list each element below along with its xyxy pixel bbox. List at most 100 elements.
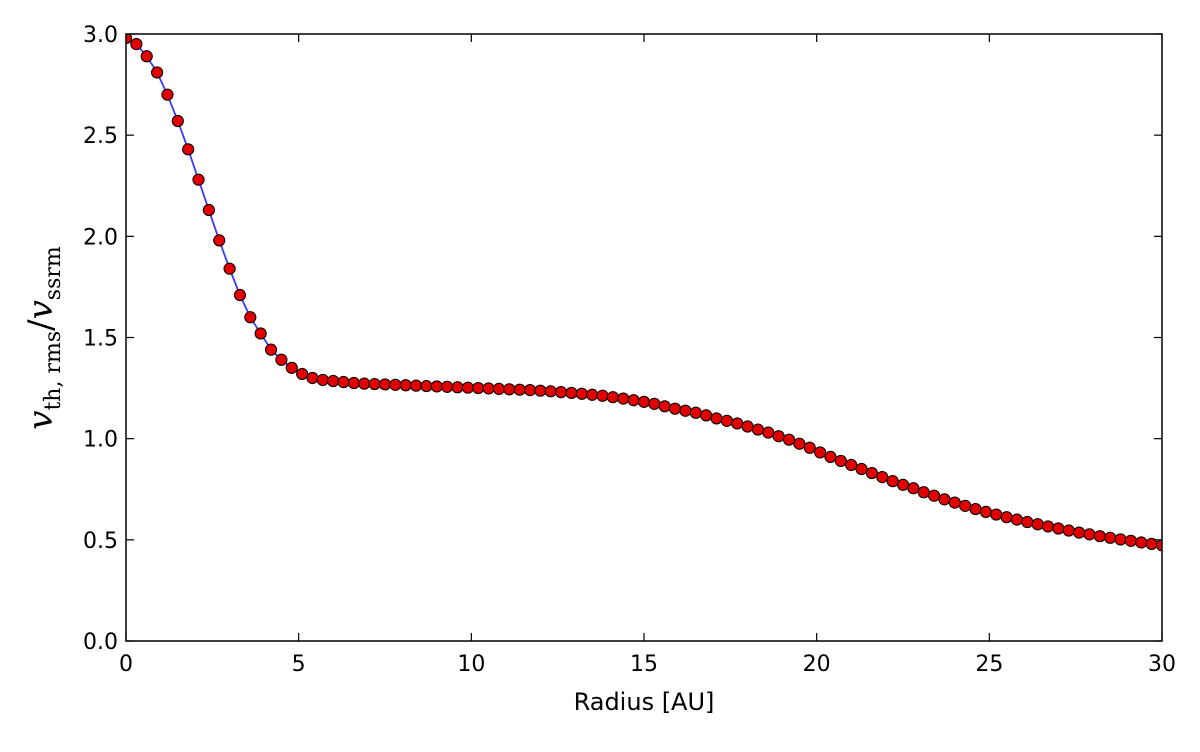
data-point	[130, 38, 143, 51]
x-axis-label: Radius [AU]	[574, 688, 715, 716]
data-point	[596, 389, 609, 402]
data-point	[1093, 530, 1106, 543]
data-point	[917, 486, 930, 499]
data-point	[720, 414, 733, 427]
data-point	[948, 496, 961, 509]
data-point	[575, 387, 588, 400]
data-point	[503, 383, 516, 396]
data-point	[316, 373, 329, 387]
data-point	[896, 478, 910, 491]
y-tick-label: 2.0	[83, 225, 118, 250]
data-point	[762, 426, 775, 439]
data-point	[969, 502, 982, 516]
data-point	[213, 234, 226, 247]
x-tick-label: 0	[119, 652, 133, 677]
y-axis-label-sub1: th, rms	[41, 331, 66, 411]
data-point	[907, 482, 920, 495]
y-axis-label-v1: v	[21, 411, 61, 430]
data-point	[1114, 533, 1127, 546]
data-point	[544, 385, 557, 398]
data-point	[751, 423, 765, 436]
x-tick-label: 15	[630, 652, 658, 677]
data-point	[1052, 522, 1065, 535]
data-point	[1000, 511, 1013, 524]
data-point	[244, 311, 257, 324]
data-point	[409, 379, 423, 392]
data-point	[472, 381, 485, 395]
data-point	[1083, 528, 1096, 541]
y-tick-label: 1.5	[83, 327, 118, 352]
data-point	[668, 402, 682, 415]
x-tick-label: 25	[975, 652, 1003, 677]
data-point	[140, 50, 153, 63]
data-point	[513, 383, 526, 396]
data-point	[803, 441, 816, 454]
data-point	[233, 288, 247, 302]
data-point	[782, 433, 796, 446]
data-point	[534, 384, 547, 397]
data-point	[959, 499, 972, 512]
data-point	[492, 382, 506, 395]
data-point	[337, 375, 350, 389]
data-point	[606, 391, 620, 404]
data-point	[275, 353, 288, 366]
data-point	[1010, 513, 1024, 526]
data-point	[990, 508, 1003, 521]
data-point	[161, 88, 174, 101]
data-point	[1135, 536, 1148, 549]
axes: 0 5 10 15 20 25 30 0.0 0.5 1.0 1.5 2.0 2.5 3.0	[83, 23, 1176, 677]
series-group	[126, 34, 1162, 552]
data-point	[845, 458, 858, 472]
data-point	[327, 374, 340, 388]
y-tick-label: 0.0	[83, 630, 118, 655]
data-point	[461, 381, 474, 394]
data-point	[1062, 524, 1075, 537]
data-point	[1021, 515, 1034, 529]
data-point	[886, 475, 899, 488]
data-point	[814, 446, 827, 459]
data-point	[296, 367, 309, 381]
data-point	[555, 386, 568, 399]
y-tick-label: 3.0	[83, 23, 118, 48]
data-point	[451, 381, 464, 394]
data-point	[689, 406, 702, 419]
data-point	[285, 361, 298, 374]
data-point	[306, 371, 319, 385]
data-point	[150, 66, 164, 79]
data-point	[979, 505, 992, 519]
data-point	[710, 412, 723, 425]
data-point	[1073, 526, 1086, 539]
data-point	[876, 471, 889, 484]
data-point	[927, 489, 941, 502]
data-point	[679, 404, 692, 417]
x-tick-label: 30	[1148, 652, 1176, 677]
data-point	[482, 382, 495, 395]
data-point	[202, 203, 215, 217]
plot-area	[126, 34, 1162, 552]
data-point	[627, 394, 640, 407]
data-point	[389, 378, 402, 391]
y-axis-label-sub2: ssrm	[41, 246, 66, 300]
data-point	[171, 114, 184, 128]
data-point	[441, 380, 454, 393]
data-point	[264, 343, 278, 356]
data-point	[378, 378, 392, 391]
data-point	[523, 384, 537, 397]
data-point	[368, 377, 381, 391]
data-point	[772, 430, 785, 443]
data-point	[1031, 518, 1044, 531]
y-axis-label: vth, rms/vssrm	[21, 246, 66, 430]
data-point	[586, 388, 599, 401]
data-point	[420, 379, 433, 393]
data-point	[347, 376, 361, 390]
x-tick-label: 5	[292, 652, 306, 677]
data-point	[358, 377, 371, 390]
data-point	[1155, 539, 1162, 552]
y-tick-label: 2.5	[83, 124, 118, 149]
data-point	[1124, 534, 1138, 547]
data-point	[731, 417, 744, 430]
y-axis-label-v2: v	[21, 300, 61, 319]
data-point	[223, 262, 236, 275]
y-axis-label-slash: /	[21, 319, 61, 331]
